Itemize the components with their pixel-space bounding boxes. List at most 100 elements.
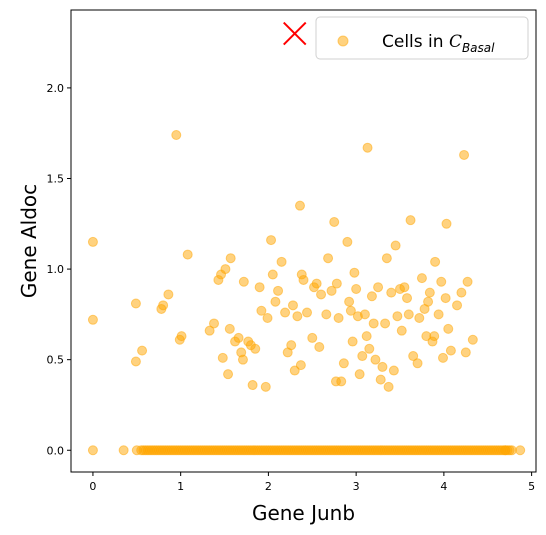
data-point — [209, 318, 220, 329]
data-point — [383, 381, 394, 392]
data-point — [131, 445, 142, 456]
data-point — [225, 253, 236, 264]
data-point — [247, 380, 258, 391]
data-point — [515, 445, 526, 456]
x-tick-label: 1 — [177, 480, 184, 493]
data-point — [171, 130, 182, 141]
data-point — [368, 318, 379, 329]
data-point — [452, 300, 463, 311]
data-point — [287, 300, 298, 311]
data-point — [331, 278, 342, 289]
data-point — [329, 216, 340, 227]
data-point — [130, 298, 141, 309]
y-axis-title: Gene Aldoc — [17, 184, 41, 298]
data-point — [273, 285, 284, 296]
data-point — [233, 332, 244, 343]
data-point — [238, 276, 249, 287]
data-point — [321, 309, 332, 320]
legend-label-subscript: Basal — [462, 41, 495, 55]
data-point — [292, 311, 303, 322]
data-point — [399, 282, 410, 293]
x-tick-label: 2 — [265, 480, 272, 493]
y-tick-label: 2.0 — [47, 82, 65, 95]
data-point — [266, 235, 277, 246]
data-point — [295, 360, 306, 371]
data-point — [338, 358, 349, 369]
data-point — [289, 365, 300, 376]
data-point — [364, 343, 375, 354]
annotation-layer — [283, 21, 307, 46]
data-point — [316, 289, 327, 300]
data-point — [424, 287, 435, 298]
data-point — [87, 445, 98, 456]
x-tick-label: 4 — [440, 480, 447, 493]
data-point — [443, 323, 454, 334]
data-point — [336, 376, 347, 387]
data-point — [250, 343, 261, 354]
data-point — [286, 340, 297, 351]
x-tick-label: 3 — [353, 480, 360, 493]
data-point — [408, 351, 419, 362]
data-point — [345, 305, 356, 316]
data-point — [388, 365, 399, 376]
data-point — [462, 276, 473, 287]
data-point — [416, 273, 427, 284]
data-point — [370, 354, 381, 365]
data-point — [405, 215, 416, 226]
data-point — [223, 369, 234, 380]
data-point — [280, 307, 291, 318]
x-tick-label: 5 — [528, 480, 535, 493]
data-point — [276, 256, 287, 267]
data-point — [344, 296, 355, 307]
data-point — [333, 313, 344, 323]
data-point — [375, 374, 386, 385]
data-point — [137, 345, 148, 356]
legend-label-prefix: Cells in — [382, 32, 449, 52]
x-axis-title: Gene Junb — [252, 501, 355, 525]
data-point — [298, 274, 309, 285]
data-point — [176, 331, 187, 342]
data-point — [438, 352, 448, 363]
data-point — [302, 307, 313, 318]
data-point — [357, 351, 368, 362]
red-x-marker — [283, 21, 307, 46]
data-point — [430, 256, 441, 267]
data-point — [390, 240, 401, 251]
data-point — [130, 356, 141, 367]
data-point — [267, 269, 278, 280]
data-point — [326, 285, 337, 296]
data-point — [359, 309, 370, 320]
points-layer — [87, 130, 526, 456]
data-point — [459, 149, 470, 160]
legend-box — [315, 16, 529, 60]
data-point — [429, 331, 440, 342]
data-point — [373, 282, 384, 293]
data-point — [433, 309, 444, 320]
data-point — [349, 267, 360, 278]
y-tick-label: 0.5 — [47, 354, 65, 367]
plot-frame — [70, 9, 537, 473]
data-point — [342, 236, 353, 247]
legend-label: Cells in CBasal — [382, 32, 495, 55]
data-point — [380, 318, 391, 329]
data-point — [87, 314, 98, 325]
legend-label-math: C — [449, 32, 462, 52]
data-point — [412, 358, 423, 369]
data-point — [163, 289, 174, 300]
data-point — [118, 445, 129, 456]
legend: Cells in CBasal — [315, 16, 529, 60]
data-point — [158, 300, 169, 311]
legend-marker — [337, 35, 349, 47]
data-point — [351, 284, 362, 295]
data-point — [386, 287, 397, 298]
data-point — [423, 296, 434, 307]
data-point — [220, 264, 231, 275]
y-axis-ticks: 0.0 0.5 1.0 1.5 2.0 — [47, 82, 71, 457]
data-point — [260, 381, 271, 392]
data-point — [396, 325, 407, 336]
data-point — [392, 311, 403, 322]
data-point — [254, 282, 265, 293]
data-point — [314, 341, 325, 352]
data-point — [87, 236, 98, 247]
data-point — [366, 291, 377, 302]
